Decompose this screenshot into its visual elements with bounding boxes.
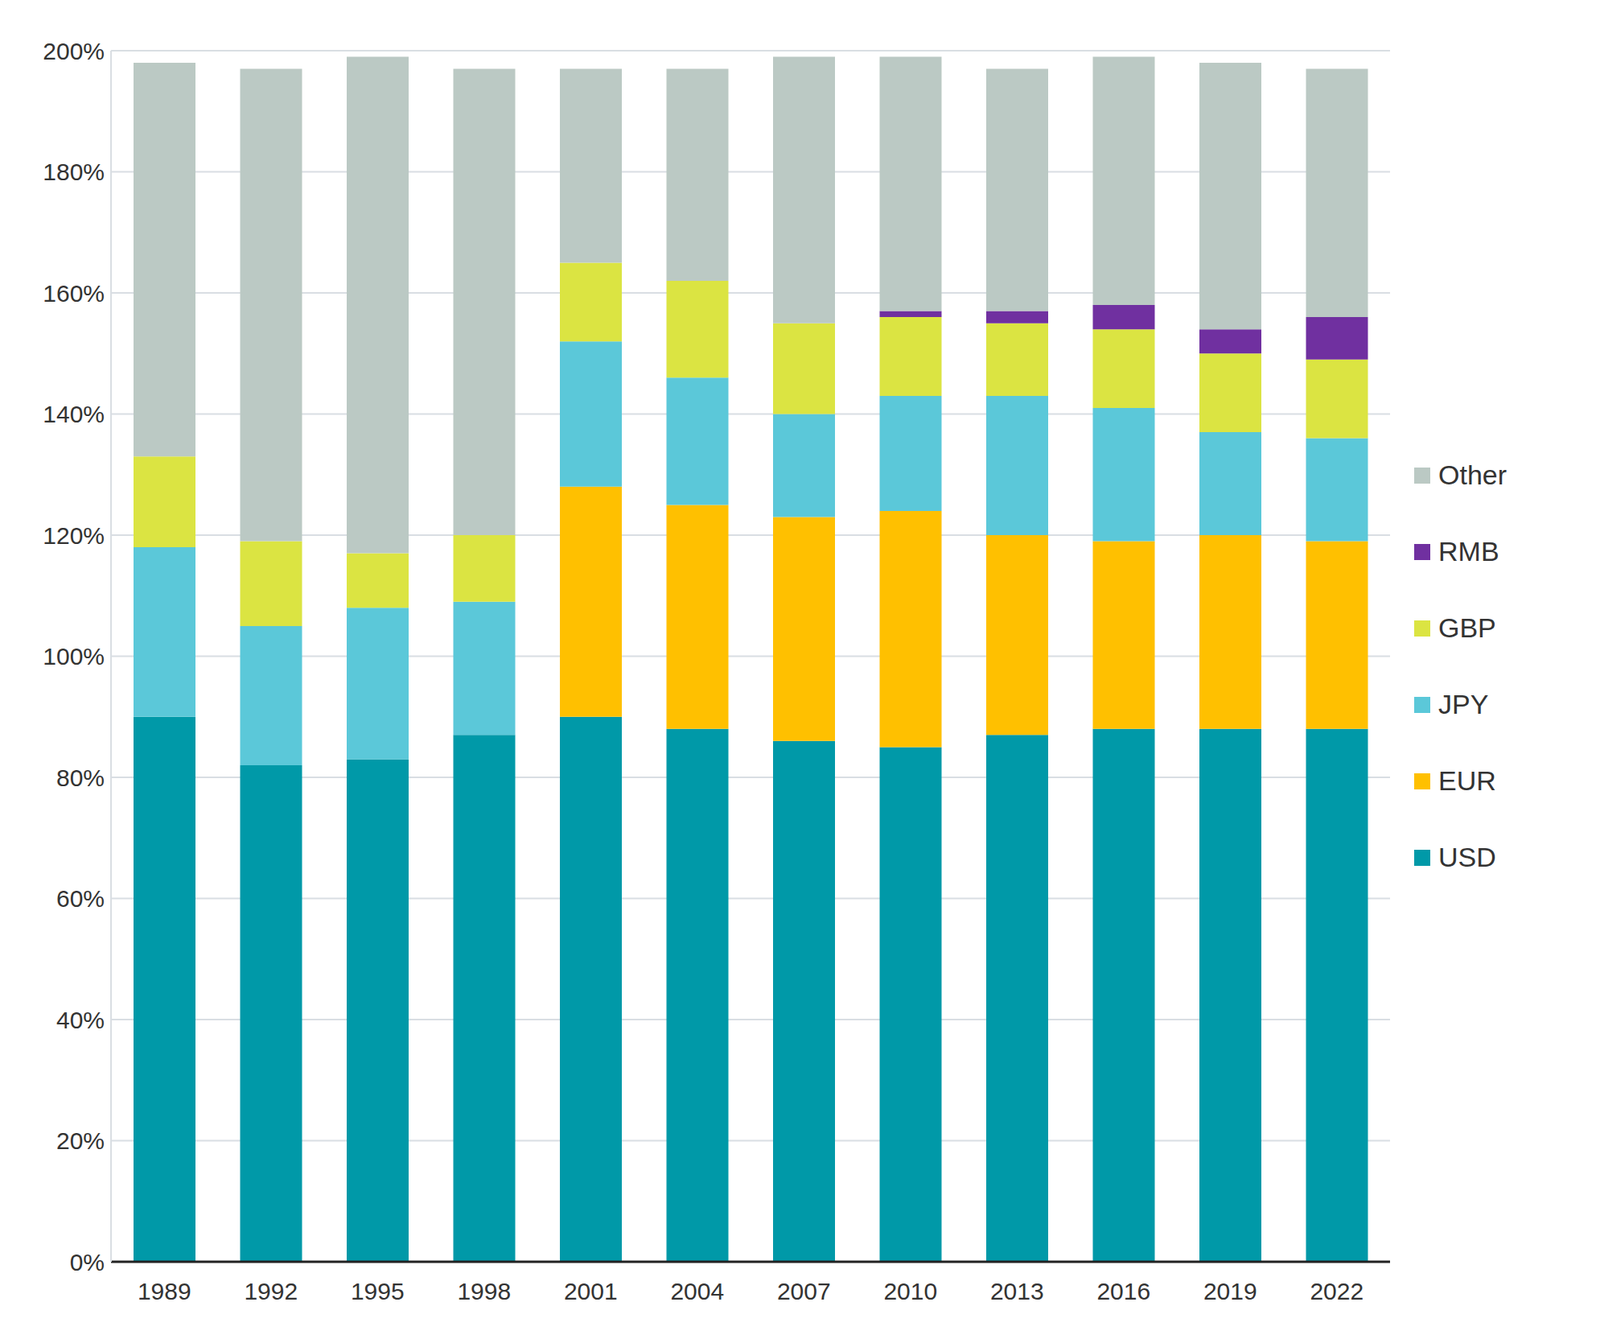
svg-text:2001: 2001	[563, 1277, 618, 1304]
svg-text:100%: 100%	[42, 642, 105, 670]
svg-text:140%: 140%	[42, 400, 105, 428]
svg-text:40%: 40%	[56, 1006, 105, 1033]
svg-text:2007: 2007	[777, 1277, 831, 1304]
svg-text:1998: 1998	[456, 1277, 511, 1304]
html-text:JPY: JPY	[1438, 688, 1489, 720]
svg-text:2016: 2016	[1096, 1277, 1151, 1304]
html-text:Other: Other	[1438, 459, 1507, 490]
svg-text:20%: 20%	[56, 1126, 105, 1154]
svg-text:120%: 120%	[42, 522, 105, 549]
svg-text:2010: 2010	[883, 1277, 938, 1304]
svg-text:160%: 160%	[42, 279, 105, 307]
svg-text:2013: 2013	[990, 1277, 1045, 1304]
svg-text:2019: 2019	[1203, 1277, 1258, 1304]
svg-text:2022: 2022	[1309, 1277, 1364, 1304]
svg-text:60%: 60%	[56, 884, 105, 912]
html-text:RMB: RMB	[1438, 535, 1500, 567]
svg-text:200%: 200%	[42, 37, 105, 65]
svg-text:1989: 1989	[137, 1277, 192, 1304]
svg-text:0%: 0%	[69, 1248, 105, 1276]
svg-text:80%: 80%	[56, 764, 105, 791]
svg-text:1992: 1992	[243, 1277, 298, 1304]
html-text:USD: USD	[1438, 841, 1497, 872]
svg-text:2004: 2004	[670, 1277, 724, 1304]
html-text:GBP: GBP	[1438, 612, 1497, 643]
svg-text:180%: 180%	[42, 158, 105, 186]
svg-text:1995: 1995	[350, 1277, 405, 1304]
html-text:EUR: EUR	[1438, 765, 1497, 796]
